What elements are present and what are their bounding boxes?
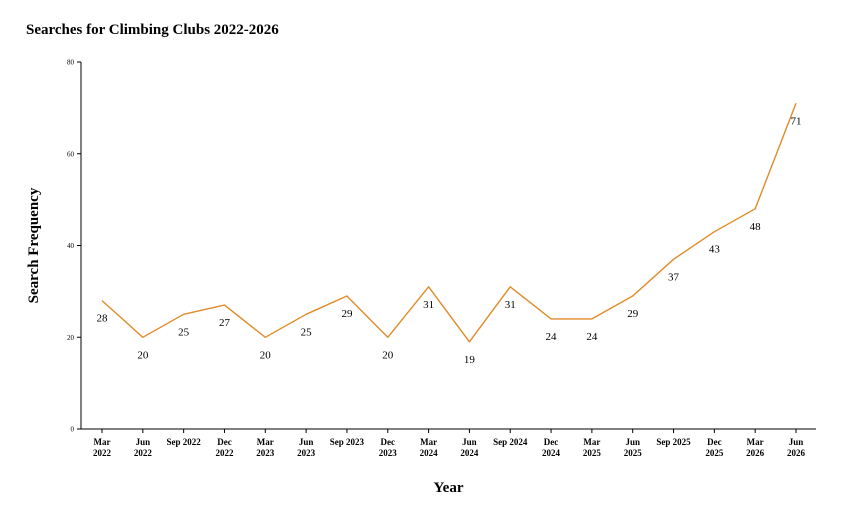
data-label: 20 bbox=[382, 349, 394, 361]
x-tick-label: Mar 2022 bbox=[93, 437, 112, 458]
data-labels: 28 20 25 27 20 25 29 20 31 19 31 24 24 29 37 43 48 71 bbox=[97, 115, 802, 366]
x-tick-label: Mar 2023 bbox=[256, 437, 275, 458]
chart-title: Searches for Climbing Clubs 2022-2026 bbox=[26, 22, 279, 38]
x-tick-label: Jun 2022 bbox=[134, 437, 153, 458]
x-tick-label: Dec 2024 bbox=[542, 437, 561, 458]
data-label: 25 bbox=[301, 326, 313, 338]
x-tick-label: Jun 2025 bbox=[624, 437, 643, 458]
data-label: 27 bbox=[219, 317, 231, 329]
x-tick-label: Sep 2024 bbox=[493, 437, 528, 447]
data-label: 31 bbox=[423, 299, 434, 311]
x-tick-label: Dec 2025 bbox=[705, 437, 724, 458]
data-label: 71 bbox=[791, 115, 802, 127]
x-axis-title: Year bbox=[434, 480, 464, 496]
x-tick-label: Jun 2024 bbox=[460, 437, 479, 458]
data-label: 37 bbox=[668, 271, 680, 283]
data-label: 20 bbox=[137, 349, 149, 361]
x-tick-label: Sep 2025 bbox=[656, 437, 691, 447]
y-tick-label: 80 bbox=[67, 59, 75, 67]
x-tick-label: Mar 2025 bbox=[583, 437, 602, 458]
x-tick-label: Dec 2022 bbox=[215, 437, 234, 458]
data-label: 31 bbox=[505, 299, 516, 311]
series-line bbox=[101, 103, 797, 343]
y-tick-label: 60 bbox=[67, 150, 75, 158]
y-ticks: 0 20 40 60 80 bbox=[67, 59, 81, 434]
y-tick-label: 0 bbox=[71, 426, 75, 434]
series-layer bbox=[101, 103, 797, 343]
axes bbox=[80, 62, 816, 430]
data-label: 19 bbox=[464, 354, 476, 366]
data-label: 24 bbox=[586, 331, 598, 343]
data-label: 43 bbox=[709, 244, 721, 256]
x-tick-label: Jun 2023 bbox=[297, 437, 316, 458]
x-tick-label: Sep 2022 bbox=[167, 437, 202, 447]
data-label: 25 bbox=[178, 326, 190, 338]
x-ticks: Mar 2022 Jun 2022 Sep 2022 Dec 2022 Mar 2023 Jun 2… bbox=[93, 429, 806, 458]
x-tick-label: Jun 2026 bbox=[787, 437, 806, 458]
data-label: 29 bbox=[341, 308, 353, 320]
y-axis-title: Search Frequency bbox=[26, 187, 42, 303]
y-tick-label: 20 bbox=[67, 334, 75, 342]
data-label: 28 bbox=[97, 313, 109, 325]
data-label: 20 bbox=[260, 349, 272, 361]
data-label: 48 bbox=[750, 221, 762, 233]
x-tick-label: Sep 2023 bbox=[330, 437, 365, 447]
data-label: 29 bbox=[627, 308, 639, 320]
y-tick-label: 40 bbox=[67, 242, 75, 250]
x-tick-label: Dec 2023 bbox=[379, 437, 398, 458]
x-tick-label: Mar 2024 bbox=[420, 437, 439, 458]
data-label: 24 bbox=[546, 331, 558, 343]
x-tick-label: Mar 2026 bbox=[746, 437, 765, 458]
